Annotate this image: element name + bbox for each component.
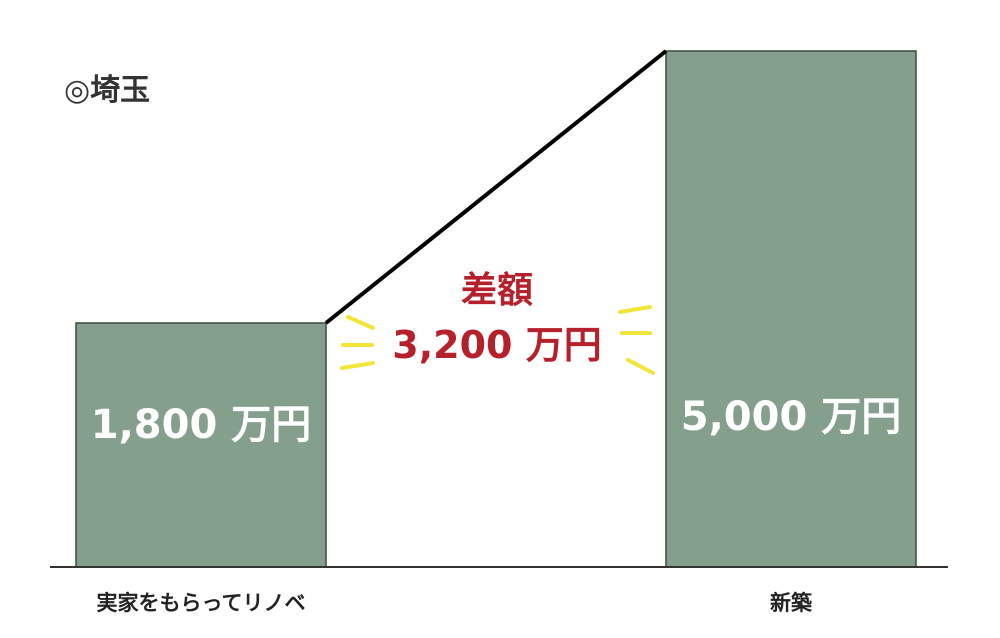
bar-value-label: 5,000 万円 (681, 394, 901, 440)
bar-new-build (665, 50, 917, 568)
bar-renovation (75, 322, 327, 568)
category-label-renovation: 実家をもらってリノベ (97, 591, 306, 615)
bar-value-label: 1,800 万円 (91, 402, 311, 448)
emphasis-mark (618, 305, 652, 314)
difference-connector-line (324, 49, 668, 325)
emphasis-mark (346, 315, 375, 330)
chart-title: ◎埼玉 (64, 73, 150, 108)
difference-value: 3,200 万円 (392, 323, 601, 367)
emphasis-marks (340, 305, 655, 375)
emphasis-mark (626, 358, 655, 375)
emphasis-mark (340, 361, 375, 370)
category-label-new-build: 新築 (770, 591, 813, 615)
difference-title: 差額 (461, 270, 533, 311)
